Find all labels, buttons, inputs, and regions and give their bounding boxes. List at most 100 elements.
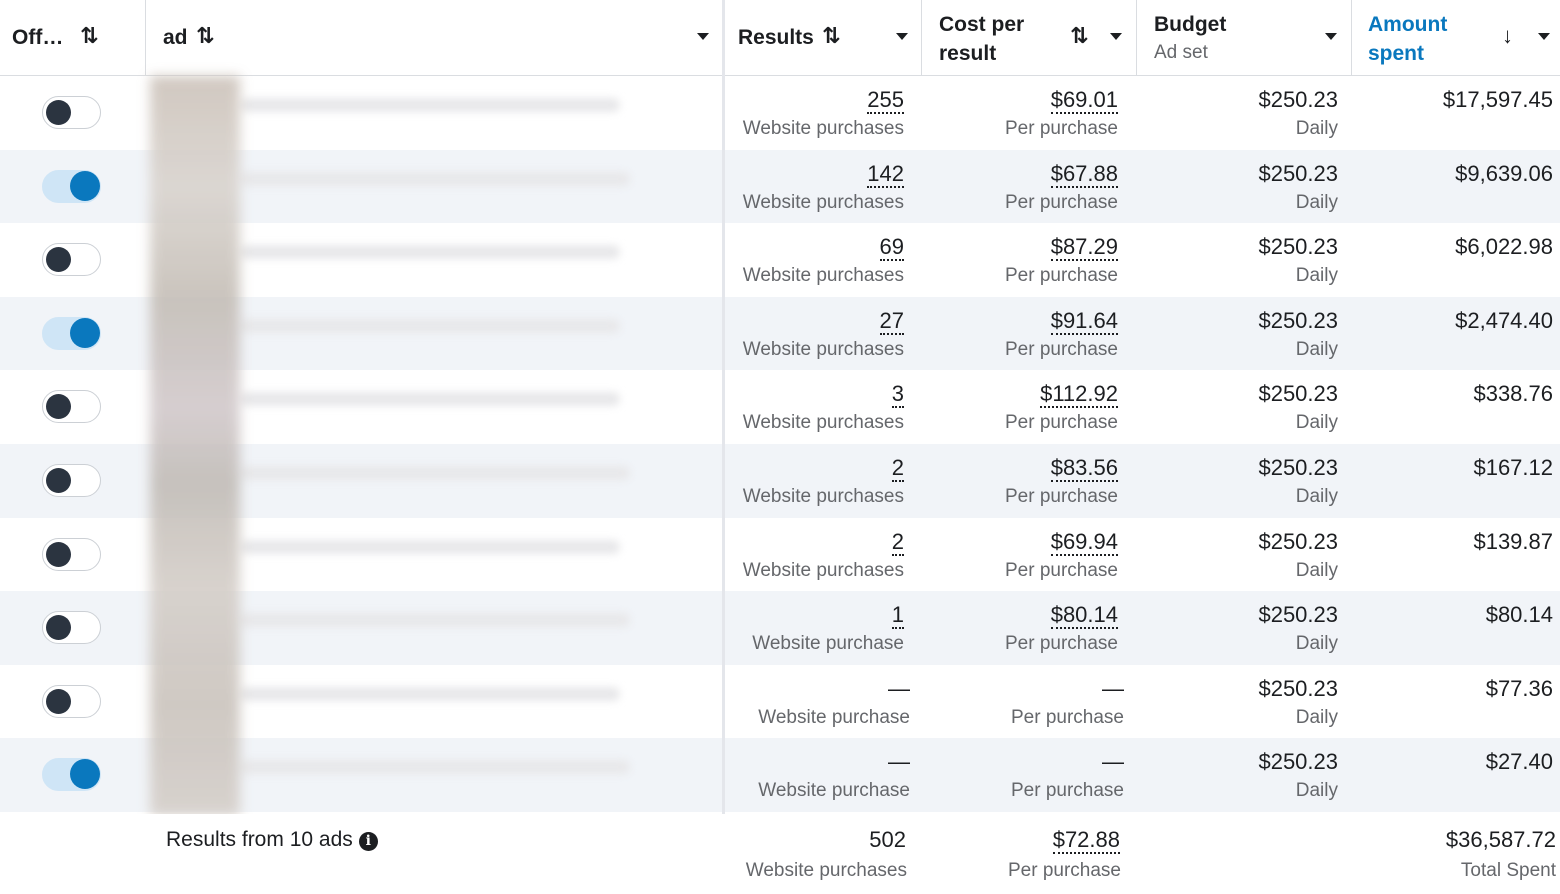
results-value[interactable]: 2 — [891, 454, 904, 482]
budget-value[interactable]: $250.23 — [1258, 160, 1338, 186]
cost-number[interactable]: — — [1102, 675, 1124, 701]
cost-per-result-value[interactable]: $87.29 — [1050, 233, 1118, 262]
cost-per-result-value[interactable]: — — [1102, 675, 1124, 703]
budget-value[interactable]: $250.23 — [1258, 675, 1338, 701]
table-row[interactable]: 69 Website purchases $87.29 Per purchase… — [0, 223, 1560, 297]
results-value[interactable]: — — [888, 675, 910, 703]
ad-status-toggle[interactable] — [42, 243, 101, 277]
ad-name-blurred[interactable] — [240, 539, 620, 554]
results-value[interactable]: — — [888, 748, 910, 776]
table-row[interactable]: — Website purchase — Per purchase $250.2… — [0, 665, 1560, 739]
cost-number[interactable]: $80.14 — [1050, 602, 1118, 630]
results-value[interactable]: 2 — [891, 528, 904, 556]
cost-per-result-value[interactable]: $91.64 — [1050, 307, 1118, 335]
table-row[interactable]: 2 Website purchases $69.94 Per purchase … — [0, 518, 1560, 592]
results-value[interactable]: 142 — [867, 160, 904, 188]
chevron-down-icon[interactable] — [1538, 33, 1550, 40]
arrow-down-icon[interactable]: ↓ — [1502, 23, 1513, 48]
cost-number[interactable]: $91.64 — [1050, 307, 1118, 335]
cost-number[interactable]: $69.01 — [1050, 87, 1118, 114]
results-number[interactable]: 2 — [891, 454, 904, 482]
chevron-down-icon[interactable] — [697, 33, 709, 40]
column-header-off[interactable]: Off… ⇅ — [0, 0, 146, 76]
budget-value[interactable]: $250.23 — [1258, 381, 1338, 407]
sort-icon[interactable]: ⇅ — [196, 23, 215, 48]
cost-per-result-value[interactable]: $83.56 — [1050, 454, 1118, 482]
ad-status-toggle[interactable] — [42, 611, 101, 645]
results-number[interactable]: 142 — [867, 160, 904, 188]
cost-number[interactable]: $87.29 — [1050, 234, 1118, 262]
ad-name-blurred[interactable] — [240, 245, 620, 260]
toggle-knob — [46, 615, 71, 641]
cost-per-result-value[interactable]: $69.01 — [1050, 86, 1118, 114]
table-row[interactable]: 2 Website purchases $83.56 Per purchase … — [0, 443, 1560, 518]
ad-status-toggle[interactable] — [42, 96, 101, 129]
table-row[interactable]: — Website purchase — Per purchase $250.2… — [0, 738, 1560, 812]
results-value[interactable]: 3 — [891, 380, 904, 409]
ad-name-blurred[interactable] — [240, 98, 620, 112]
table-row[interactable]: 255 Website purchases $69.01 Per purchas… — [0, 76, 1560, 150]
ad-name-blurred[interactable] — [240, 171, 630, 186]
budget-value[interactable]: $250.23 — [1258, 749, 1338, 775]
ad-status-toggle[interactable] — [42, 316, 101, 350]
total-cost-per-result[interactable]: $72.88 — [1052, 826, 1120, 854]
budget-value[interactable]: $250.23 — [1258, 454, 1338, 480]
results-number[interactable]: 27 — [879, 307, 904, 335]
ad-status-toggle[interactable] — [42, 463, 101, 497]
results-number[interactable]: — — [888, 749, 910, 775]
cost-number[interactable]: $69.94 — [1050, 528, 1118, 556]
chevron-down-icon[interactable] — [1110, 33, 1122, 40]
results-number[interactable]: 1 — [891, 602, 904, 630]
results-number[interactable]: 255 — [867, 87, 904, 114]
info-icon[interactable]: i — [358, 832, 378, 851]
ad-name-blurred[interactable] — [240, 760, 630, 775]
total-cost-value[interactable]: $72.88 — [1052, 827, 1120, 854]
ad-name-blurred[interactable] — [240, 392, 620, 407]
results-number[interactable]: 69 — [879, 234, 904, 262]
ad-status-toggle[interactable] — [42, 684, 101, 718]
cost-number[interactable]: $112.92 — [1040, 381, 1118, 409]
table-row[interactable]: 1 Website purchase $80.14 Per purchase $… — [0, 591, 1560, 665]
cost-per-result-value[interactable]: $80.14 — [1050, 601, 1118, 630]
table-row[interactable]: 27 Website purchases $91.64 Per purchase… — [0, 296, 1560, 371]
ad-status-toggle[interactable] — [42, 390, 101, 424]
cost-number[interactable]: — — [1102, 749, 1124, 775]
results-number[interactable]: 3 — [891, 381, 904, 409]
results-value[interactable]: 69 — [879, 233, 904, 262]
column-header-results[interactable]: Results ⇅ — [724, 0, 922, 76]
table-row[interactable]: 142 Website purchases $67.88 Per purchas… — [0, 149, 1560, 224]
ad-status-toggle[interactable] — [42, 758, 101, 792]
cost-number[interactable]: $67.88 — [1050, 160, 1118, 188]
chevron-down-icon[interactable] — [896, 33, 908, 40]
results-number[interactable]: 2 — [891, 528, 904, 556]
table-row[interactable]: 3 Website purchases $112.92 Per purchase… — [0, 370, 1560, 444]
cost-per-result-value[interactable]: $69.94 — [1050, 528, 1118, 556]
ad-name-blurred[interactable] — [240, 318, 620, 333]
budget-value[interactable]: $250.23 — [1258, 87, 1338, 112]
column-header-ad[interactable]: ad ⇅ — [146, 0, 722, 76]
budget-value[interactable]: $250.23 — [1258, 602, 1338, 628]
results-value[interactable]: 27 — [879, 307, 904, 335]
results-number[interactable]: — — [888, 675, 910, 701]
sort-icon[interactable]: ⇅ — [1070, 23, 1089, 48]
sort-icon[interactable]: ⇅ — [822, 23, 841, 48]
results-value[interactable]: 1 — [891, 601, 904, 630]
column-header-budget[interactable]: Budget Ad set — [1137, 0, 1351, 76]
budget-value[interactable]: $250.23 — [1258, 234, 1338, 260]
budget-value[interactable]: $250.23 — [1258, 307, 1338, 333]
cost-per-result-value[interactable]: $112.92 — [1040, 380, 1118, 409]
budget-value[interactable]: $250.23 — [1258, 528, 1338, 554]
cost-per-result-value[interactable]: $67.88 — [1050, 160, 1118, 188]
column-header-amount-spent[interactable]: Amount spent ↓ — [1352, 0, 1560, 76]
ad-name-blurred[interactable] — [240, 686, 620, 701]
ad-name-blurred[interactable] — [240, 613, 630, 628]
sort-icon[interactable]: ⇅ — [80, 23, 99, 48]
cost-per-result-value[interactable]: — — [1102, 748, 1124, 776]
cost-number[interactable]: $83.56 — [1050, 454, 1118, 482]
ad-name-blurred[interactable] — [240, 465, 630, 480]
chevron-down-icon[interactable] — [1325, 33, 1337, 40]
ad-status-toggle[interactable] — [42, 537, 101, 571]
ad-status-toggle[interactable] — [42, 169, 101, 203]
column-header-cost-per-result[interactable]: Cost per result ⇅ — [922, 0, 1136, 76]
results-value[interactable]: 255 — [867, 86, 904, 114]
